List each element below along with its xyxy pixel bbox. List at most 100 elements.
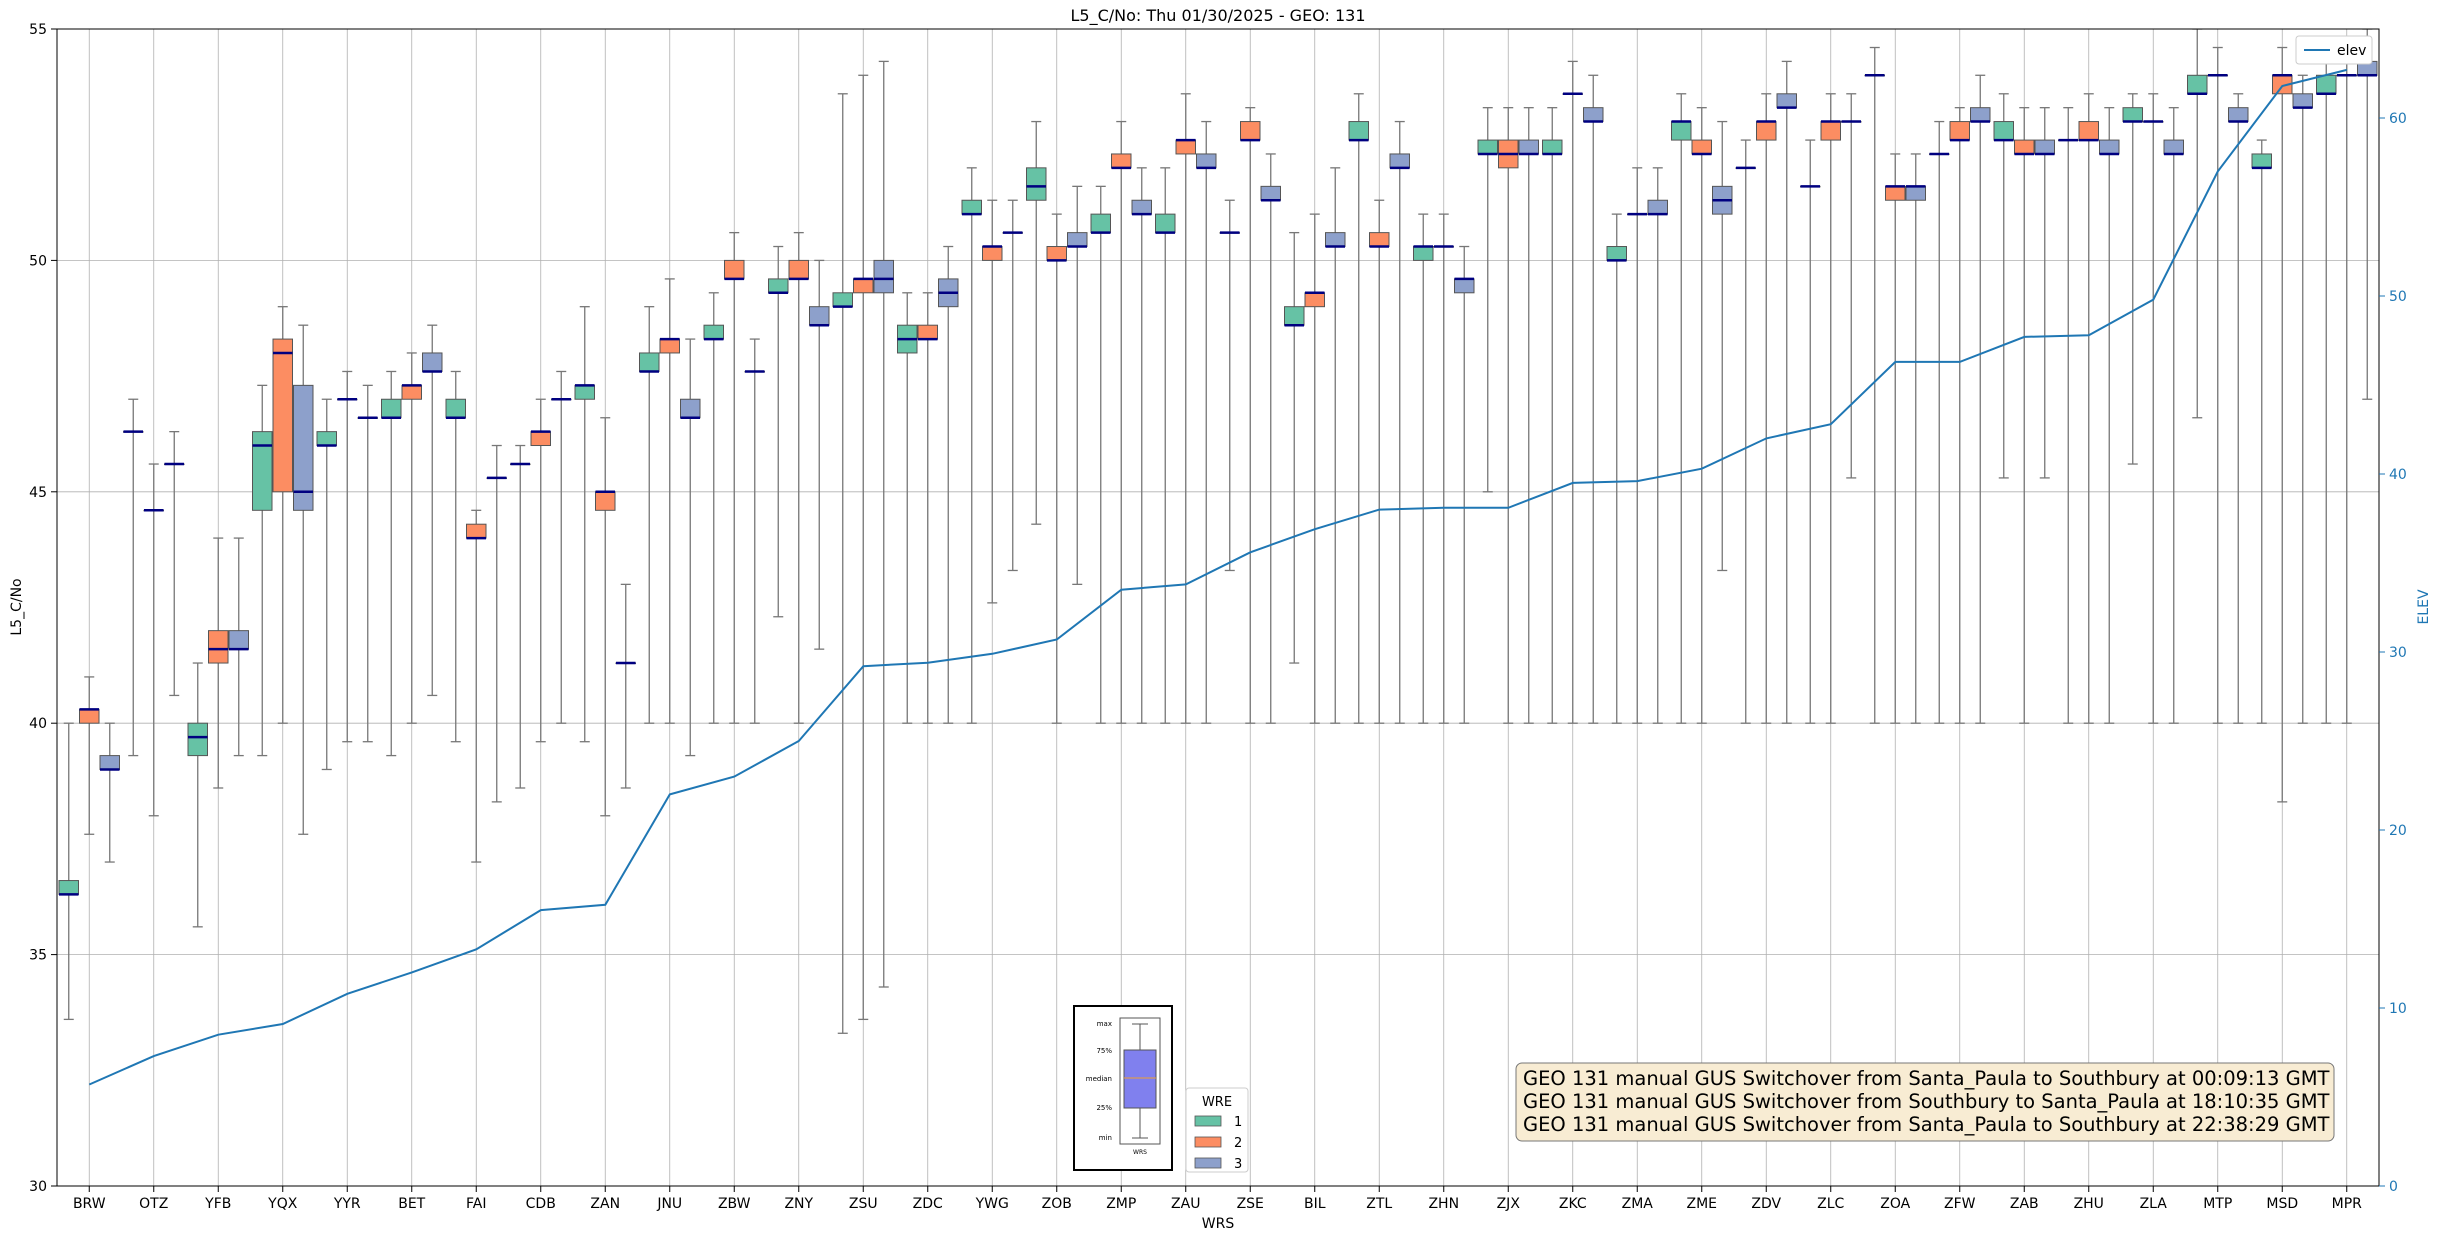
box-zau-wre-1 <box>1155 167 1176 724</box>
iqr-box <box>2014 139 2035 155</box>
box-zbw-wre-1 <box>703 292 724 724</box>
box-zdv-wre-3 <box>1776 60 1797 724</box>
box-bil-wre-1 <box>1284 231 1305 664</box>
x-tick-label-zfw: ZFW <box>1944 1196 1976 1212</box>
iqr-box <box>1671 121 1692 141</box>
box-mtp-wre-2 <box>2207 46 2228 724</box>
iqr-box <box>2163 139 2184 155</box>
elev-legend: elev <box>2295 35 2373 65</box>
key-xlabel: WRS <box>1133 1149 1147 1156</box>
iqr-box <box>809 306 830 326</box>
iqr-box <box>788 259 809 280</box>
iqr-box <box>1369 232 1390 248</box>
annotation-line-1: GEO 131 manual GUS Switchover from Santa… <box>1523 1067 2330 1090</box>
iqr-box <box>187 722 208 757</box>
box-yfb-wre-2 <box>208 537 229 789</box>
iqr-box <box>1304 292 1325 308</box>
iqr-box <box>1756 121 1777 141</box>
box-yfb-wre-3 <box>228 537 249 757</box>
box-mtp-wre-1 <box>2187 29 2208 419</box>
box-otz-wre-2 <box>143 463 164 817</box>
y2-tick-label: 30 <box>2389 645 2407 661</box>
iqr-box <box>2078 121 2099 141</box>
x-tick-label-zab: ZAB <box>2010 1196 2039 1212</box>
box-otz-wre-1 <box>123 398 144 757</box>
x-tick-label-msd: MSD <box>2266 1196 2298 1212</box>
chart-title: L5_C/No: Thu 01/30/2025 - GEO: 131 <box>1070 6 1365 26</box>
box-zfw-wre-1 <box>1929 120 1950 724</box>
iqr-box <box>703 324 724 340</box>
iqr-box <box>445 398 466 419</box>
iqr-box <box>1284 306 1305 326</box>
box-msd-wre-2 <box>2272 46 2293 803</box>
box-yqx-wre-3 <box>293 324 314 835</box>
y-tick-label: 55 <box>29 22 47 38</box>
x-tick-label-zme: ZME <box>1686 1196 1717 1212</box>
box-bil-wre-2 <box>1304 213 1325 724</box>
box-zma-wre-2 <box>1627 167 1648 724</box>
box-bet-wre-2 <box>401 352 422 724</box>
iqr-box <box>1090 213 1111 234</box>
iqr-box <box>1131 199 1152 215</box>
x-tick-label-zkc: ZKC <box>1559 1196 1587 1212</box>
elevation-line <box>88 68 2348 1086</box>
iqr-box <box>1477 139 1498 155</box>
box-zma-wre-1 <box>1606 213 1627 724</box>
iqr-box <box>1046 246 1067 261</box>
box-zjx-wre-1 <box>1477 107 1498 493</box>
iqr-box <box>2099 139 2120 155</box>
iqr-box <box>680 398 701 419</box>
iqr-box <box>79 708 100 724</box>
x-tick-label-zoa: ZOA <box>1880 1196 1910 1212</box>
box-jnu-wre-1 <box>639 306 660 724</box>
iqr-box <box>466 523 487 539</box>
box-zsu-wre-3 <box>873 60 894 988</box>
y-tick-label: 45 <box>29 485 47 501</box>
box-zkc-wre-3 <box>1583 74 1604 724</box>
box-zse-wre-3 <box>1260 153 1281 724</box>
x-tick-label-brw: BRW <box>73 1196 106 1212</box>
x-tick-label-fai: FAI <box>466 1196 486 1212</box>
box-zob-wre-3 <box>1067 185 1088 586</box>
box-cdb-wre-1 <box>510 444 531 789</box>
box-zoa-wre-2 <box>1885 153 1906 724</box>
x-tick-label-mtp: MTP <box>2203 1196 2232 1212</box>
wre-legend-swatch-1 <box>1194 1115 1222 1127</box>
iqr-box <box>1389 153 1410 169</box>
iqr-box <box>595 491 616 511</box>
annotation-line-2: GEO 131 manual GUS Switchover from South… <box>1523 1090 2330 1113</box>
iqr-box <box>2228 107 2249 123</box>
iqr-box <box>2187 74 2208 95</box>
key-iqr-box <box>1123 1049 1157 1109</box>
wre-legend-label-3: 3 <box>1234 1157 1242 1172</box>
elev-legend-label: elev <box>2337 43 2366 59</box>
wre-legend-label-1: 1 <box>1234 1115 1242 1130</box>
x-tick-label-zob: ZOB <box>1042 1196 1072 1212</box>
x-tick-label-otz: OTZ <box>139 1196 168 1212</box>
box-zla-wre-3 <box>2163 107 2184 724</box>
box-zhu-wre-2 <box>2078 93 2099 724</box>
key-label-median: median <box>1086 1075 1112 1083</box>
iqr-box <box>1026 167 1047 201</box>
box-zab-wre-2 <box>2014 107 2035 724</box>
box-yyr-wre-1 <box>316 398 337 771</box>
x-tick-label-zlc: ZLC <box>1817 1196 1844 1212</box>
box-zkc-wre-1 <box>1542 107 1563 724</box>
iqr-box <box>2316 74 2337 95</box>
box-msd-wre-3 <box>2292 74 2313 724</box>
y-tick-label: 50 <box>29 253 47 269</box>
box-zkc-wre-2 <box>1562 60 1583 724</box>
box-msd-wre-1 <box>2251 139 2272 724</box>
box-fai-wre-2 <box>466 509 487 863</box>
iqr-box <box>1454 278 1475 294</box>
iqr-box <box>2122 107 2143 123</box>
box-jnu-wre-2 <box>659 278 680 724</box>
y-axis-label: L5_C/No <box>9 578 25 635</box>
y2-tick-label: 10 <box>2389 1001 2407 1017</box>
box-jnu-wre-3 <box>680 338 701 757</box>
y2-tick-label: 50 <box>2389 289 2407 305</box>
y2-tick-label: 40 <box>2389 467 2407 483</box>
box-yyr-wre-2 <box>337 370 358 743</box>
iqr-box <box>99 755 120 770</box>
